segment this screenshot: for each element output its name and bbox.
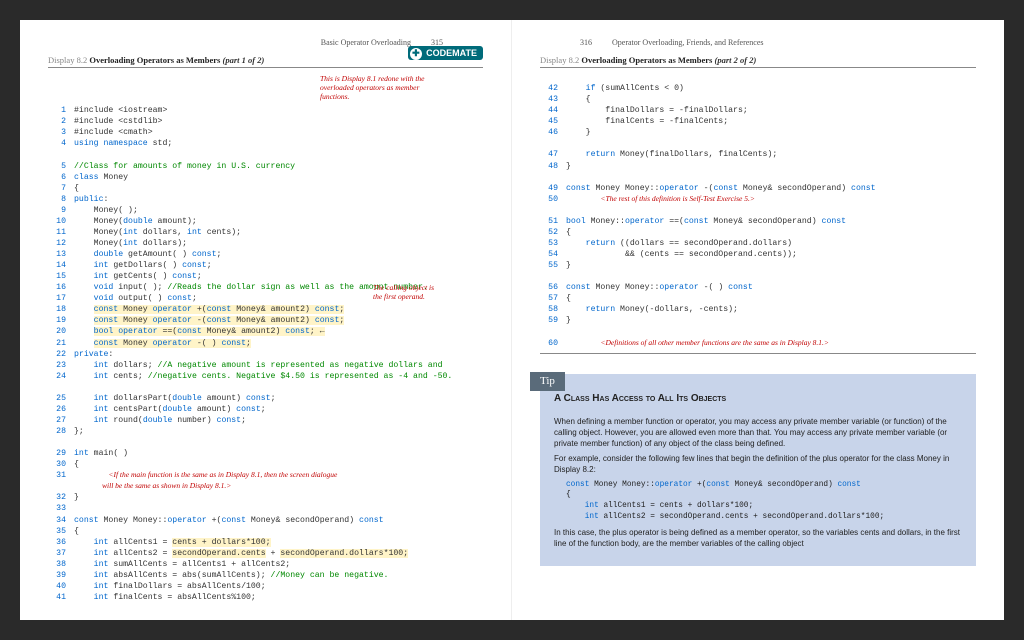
- codemate-label: CODEMATE: [426, 48, 477, 58]
- code-listing-left: This is Display 8.1 redone with theoverl…: [48, 72, 483, 603]
- codemate-badge: CODEMATE: [408, 46, 483, 60]
- display-label: Display 8.2: [540, 55, 579, 65]
- page-number: 316: [580, 38, 592, 47]
- inline-note-main: <If the main function is the same as in …: [108, 470, 337, 479]
- running-head-right: 316 Operator Overloading, Friends, and R…: [540, 38, 976, 47]
- chapter-title: Operator Overloading, Friends, and Refer…: [612, 38, 764, 47]
- tip-paragraph: In this case, the plus operator is being…: [554, 527, 962, 549]
- display-part: (part 1 of 2): [222, 55, 264, 65]
- tip-paragraph: For example, consider the following few …: [554, 453, 962, 475]
- display-title: Overloading Operators as Members: [581, 55, 712, 65]
- annotation-redone: This is Display 8.1 redone with theoverl…: [320, 74, 460, 101]
- tip-code: const Money Money::operator +(const Mone…: [566, 480, 962, 524]
- display-title: Overloading Operators as Members: [89, 55, 220, 65]
- tip-title: A Class Has Access to All Its Objects: [554, 374, 962, 412]
- inline-note-rest: <The rest of this definition is Self-Tes…: [600, 194, 755, 203]
- code-listing-right: 42 if (sumAllCents < 0) 43 { 44 finalDol…: [540, 72, 976, 354]
- inline-note-defs: <Definitions of all other member functio…: [600, 338, 829, 347]
- left-page: Basic Operator Overloading 315 CODEMATE …: [20, 20, 512, 620]
- annotation-calling-object: The calling object isthe first operand.: [373, 283, 473, 301]
- display-part: (part 2 of 2): [714, 55, 756, 65]
- page-spread: Basic Operator Overloading 315 CODEMATE …: [20, 20, 1004, 620]
- tip-paragraph: When defining a member function or opera…: [554, 416, 962, 450]
- tip-tab: Tip: [530, 372, 565, 391]
- chapter-title: Basic Operator Overloading: [321, 38, 411, 47]
- right-page: 316 Operator Overloading, Friends, and R…: [512, 20, 1004, 620]
- tip-box: Tip A Class Has Access to All Its Object…: [540, 374, 976, 566]
- display-label: Display 8.2: [48, 55, 87, 65]
- display-heading-right: Display 8.2 Overloading Operators as Mem…: [540, 55, 976, 68]
